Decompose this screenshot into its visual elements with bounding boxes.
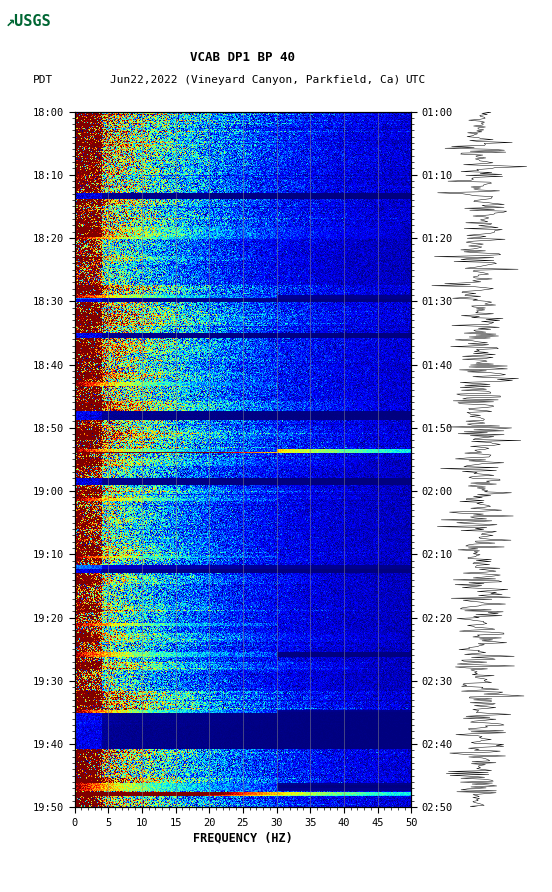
Text: UTC: UTC <box>406 75 426 86</box>
Text: Jun22,2022 (Vineyard Canyon, Parkfield, Ca): Jun22,2022 (Vineyard Canyon, Parkfield, … <box>110 75 401 86</box>
Text: VCAB DP1 BP 40: VCAB DP1 BP 40 <box>190 52 295 64</box>
X-axis label: FREQUENCY (HZ): FREQUENCY (HZ) <box>193 832 293 845</box>
Text: PDT: PDT <box>33 75 54 86</box>
Text: ↗USGS: ↗USGS <box>6 13 51 29</box>
